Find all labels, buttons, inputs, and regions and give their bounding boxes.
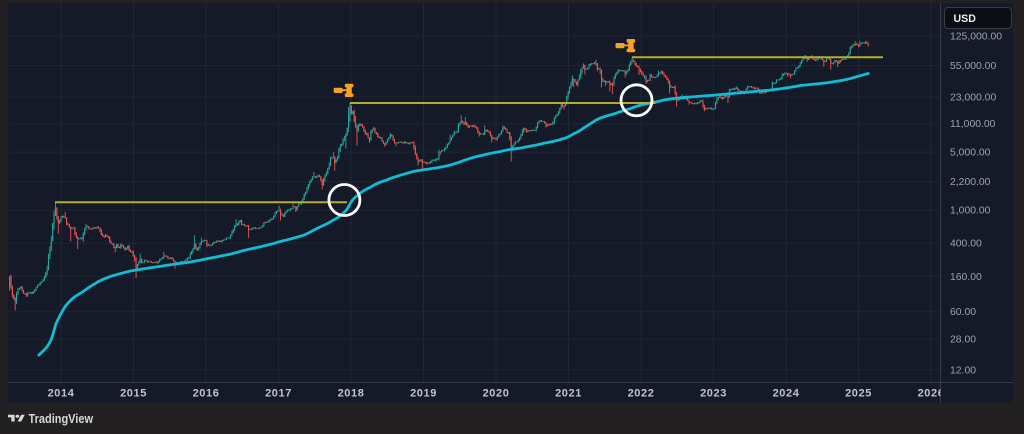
svg-text:1,000.00: 1,000.00 <box>950 206 991 217</box>
svg-text:400.00: 400.00 <box>950 239 982 250</box>
svg-text:28.00: 28.00 <box>950 335 976 346</box>
svg-text:2014: 2014 <box>48 388 75 400</box>
svg-text:125,000.00: 125,000.00 <box>950 31 1002 42</box>
svg-text:2018: 2018 <box>338 388 365 400</box>
svg-text:2025: 2025 <box>845 388 872 400</box>
svg-text:2016: 2016 <box>193 388 220 400</box>
svg-text:2021: 2021 <box>555 388 582 400</box>
svg-text:2,200.00: 2,200.00 <box>950 177 991 188</box>
svg-text:5,000.00: 5,000.00 <box>950 148 991 159</box>
svg-text:2020: 2020 <box>483 388 510 400</box>
svg-text:160.00: 160.00 <box>950 272 982 283</box>
svg-text:2024: 2024 <box>773 388 800 400</box>
svg-text:12.00: 12.00 <box>950 365 976 376</box>
svg-text:60.00: 60.00 <box>950 307 976 318</box>
svg-text:2017: 2017 <box>265 388 292 400</box>
svg-text:2022: 2022 <box>628 388 655 400</box>
svg-text:2026: 2026 <box>918 388 945 400</box>
svg-text:2019: 2019 <box>410 388 437 400</box>
svg-text:2015: 2015 <box>120 388 147 400</box>
svg-text:TradingView: TradingView <box>29 412 94 426</box>
svg-text:11,000.00: 11,000.00 <box>950 119 996 130</box>
svg-text:23,000.00: 23,000.00 <box>950 93 996 104</box>
svg-text:55,000.00: 55,000.00 <box>950 61 996 72</box>
svg-text:USD: USD <box>954 13 977 25</box>
svg-text:2023: 2023 <box>700 388 727 400</box>
